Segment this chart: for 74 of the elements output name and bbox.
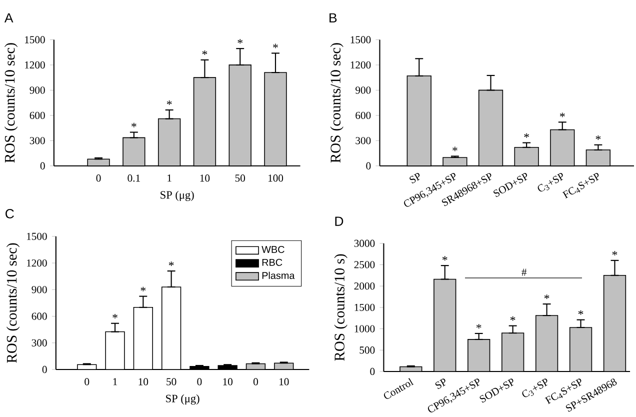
chart-title: B [330,13,337,23]
annotation: * [560,112,565,118]
x-tick-label: 0 [84,378,90,386]
legend-label: RBC [262,258,282,266]
y-tick-label: 1500 [354,304,375,312]
annotation: * [452,146,458,152]
chart-title: A [4,13,14,23]
y-axis-title: ROS (counts/10 sec) [4,43,18,163]
x-axis-title: SP (μg) [160,190,194,202]
annotation: * [273,44,278,48]
annotation: * [524,133,529,138]
y-tick-label: 300 [32,339,47,347]
annotation: * [476,324,482,329]
annotation: # [522,268,527,276]
chart-title: D [335,216,344,226]
y-tick-label: 2500 [354,261,375,268]
y-tick-label: 900 [356,86,371,94]
x-tick-label: 0 [96,174,101,182]
y-tick-label: 1500 [27,232,47,240]
x-tick-label: 10 [280,378,289,386]
y-tick-label: 1200 [350,61,371,69]
x-tick-label: 0 [197,378,202,386]
y-tick-label: 900 [30,86,45,94]
y-axis-title: ROS (counts/10 sec) [6,243,20,363]
annotation: * [132,122,136,128]
x-tick-label: 10 [138,378,148,386]
y-tick-label: 2000 [354,282,375,290]
x-tick-label: 1 [168,174,172,182]
y-axis-title: ROS (counts/10 s) [334,254,348,361]
y-tick-label: 600 [30,112,45,120]
annotation: * [166,100,172,106]
y-tick-label: 0 [40,162,45,170]
chart-title: C [6,209,14,218]
annotation: * [612,251,618,256]
y-tick-label: 3000 [354,240,375,247]
x-tick-label: 10 [223,378,232,386]
x-tick-label: 100 [268,174,284,182]
annotation: * [202,50,208,55]
x-tick-label: 50 [166,378,176,386]
y-tick-label: 0 [42,366,47,374]
y-tick-label: 1000 [354,325,375,332]
annotation: * [596,136,601,140]
annotation: * [544,294,550,300]
annotation: * [578,310,584,315]
annotation: * [168,262,174,266]
legend-label: WBC [262,246,284,254]
y-tick-label: 500 [360,346,375,354]
y-tick-label: 900 [32,286,47,294]
x-tick-label: 0 [253,378,258,386]
y-tick-label: 600 [32,312,47,320]
y-tick-label: 1200 [27,260,47,267]
y-axis-title: ROS (counts/10 sec) [330,43,344,163]
x-tick-label: C$_{3}$+SP [522,378,548,398]
y-tick-label: 1500 [25,36,45,44]
x-tick-label: FC$_{4}$S+SP [562,173,599,199]
y-tick-label: 1500 [350,36,371,44]
annotation: * [112,314,118,318]
annotation: * [140,286,146,292]
y-tick-label: 0 [370,368,375,376]
annotation: * [442,256,448,261]
annotation: * [238,39,243,44]
x-tick-label: 10 [200,174,210,182]
y-tick-label: 300 [30,137,45,144]
y-tick-label: 600 [356,112,371,120]
y-tick-label: 1200 [25,61,45,69]
x-tick-label: 1 [113,378,118,386]
x-tick-label: 0.1 [128,174,140,182]
legend-label: Plasma [262,272,295,280]
y-tick-label: 300 [356,137,371,144]
y-tick-label: 0 [366,162,371,170]
x-axis-title: SP (μg) [166,394,200,405]
annotation: * [510,316,516,321]
x-tick-label: C$_{3}$+SP [538,173,564,192]
x-tick-label: 50 [235,174,246,182]
